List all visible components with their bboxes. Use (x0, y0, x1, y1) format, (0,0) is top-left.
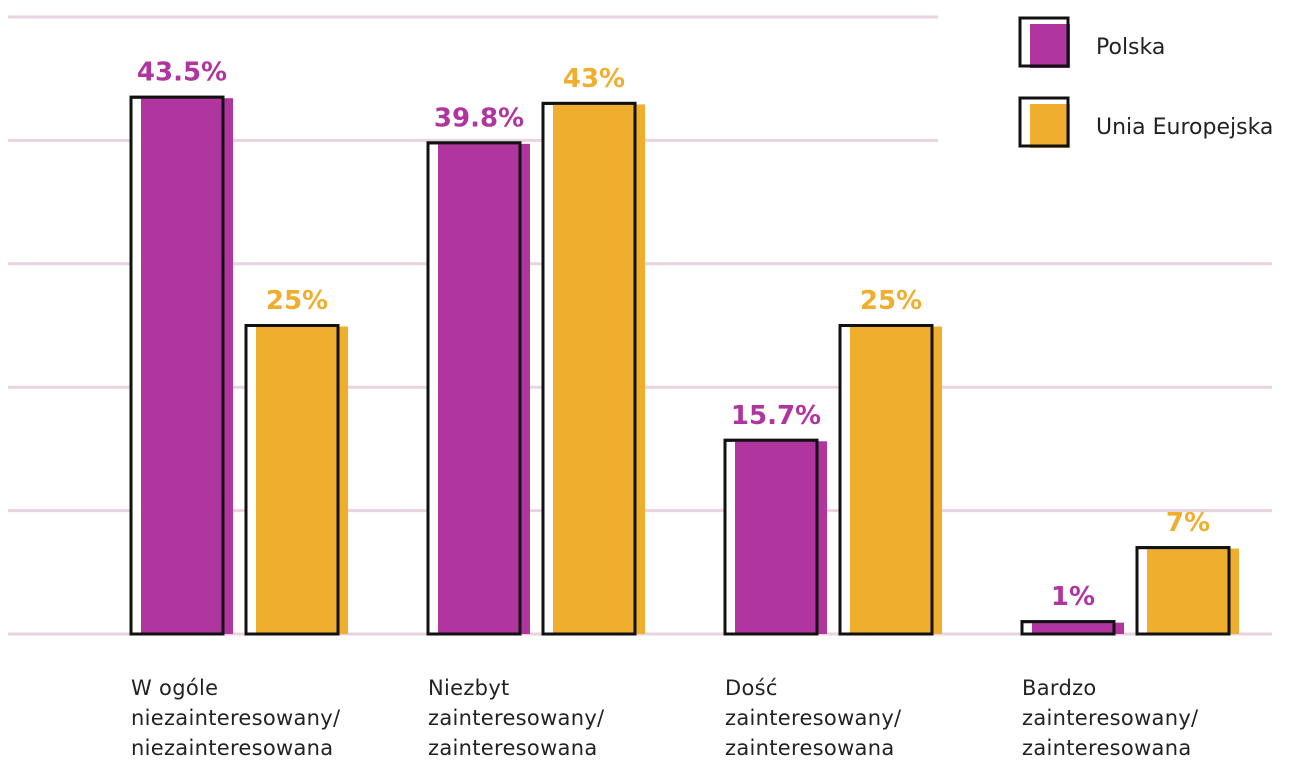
bar (1147, 548, 1239, 634)
bar (141, 98, 233, 634)
value-label: 39.8% (434, 103, 524, 133)
bar (438, 143, 530, 635)
legend-swatch (1030, 104, 1070, 148)
value-label: 7% (1166, 508, 1210, 538)
legend-label: Unia Europejska (1096, 115, 1273, 140)
value-label: 43.5% (137, 58, 227, 88)
bar (1032, 622, 1124, 634)
bar-outline (244, 324, 340, 636)
bar-outline (541, 101, 637, 636)
bar (553, 104, 645, 634)
bar-outline (426, 141, 522, 636)
bar-outline (723, 438, 819, 636)
legend-label: Polska (1096, 35, 1165, 60)
bar-outline (838, 324, 934, 636)
value-label: 43% (563, 64, 625, 94)
bar-outline (129, 95, 225, 636)
bar (256, 326, 348, 634)
value-label: 15.7% (731, 401, 821, 431)
bar (850, 326, 942, 634)
value-label: 25% (266, 286, 328, 316)
x-tick-label: Bardzo zainteresowany/ zainteresowana (1022, 676, 1199, 760)
value-label: 25% (860, 286, 922, 316)
x-tick-label: Niezbyt zainteresowany/ zainteresowana (428, 676, 605, 760)
legend-swatch-outline (1018, 16, 1070, 68)
legend-swatch-outline (1018, 96, 1070, 148)
bar (735, 441, 827, 634)
x-tick-label: W ogóle niezainteresowany/ niezaintereso… (131, 676, 341, 760)
bar-outline (1135, 546, 1231, 636)
bar-outline (1020, 620, 1116, 636)
x-tick-label: Dość zainteresowany/ zainteresowana (725, 676, 902, 760)
legend-swatch (1030, 24, 1070, 68)
value-label: 1% (1051, 582, 1095, 612)
